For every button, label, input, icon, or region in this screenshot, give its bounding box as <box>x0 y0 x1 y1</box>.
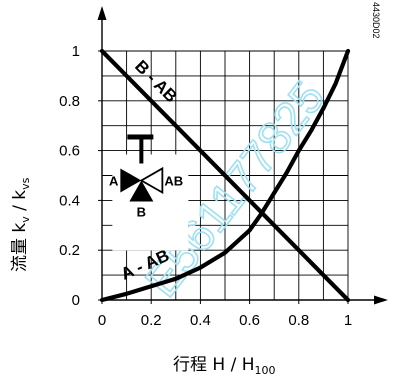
y-axis-title: 流量 kv / kvs <box>10 177 32 272</box>
valve-actuator <box>127 134 154 140</box>
series-group <box>99 48 351 303</box>
y-tick-label: 0.6 <box>59 143 80 160</box>
tick-labels: 0 0.2 0.4 0.6 0.8 1 0 0.2 0.4 0.6 0.8 1 <box>59 43 352 329</box>
valve-port-ab-triangle <box>139 166 164 195</box>
x-axis-title-sub: 100 <box>255 364 276 377</box>
y-tick-label: 0.8 <box>59 93 80 110</box>
y-tick-label: 0.4 <box>59 192 80 209</box>
x-tick-label: 0.2 <box>141 312 162 329</box>
series-line-a-ab <box>99 48 351 303</box>
y-tick-label: 0 <box>72 292 80 309</box>
y-axis-arrow <box>97 6 107 20</box>
y-axis-title-sub1: v <box>19 216 32 223</box>
valve-label-b: B <box>137 204 146 219</box>
valve-stem <box>139 138 144 164</box>
x-tick-label: 0.8 <box>288 312 309 329</box>
y-tick-label: 0.2 <box>59 242 80 259</box>
y-axis-title-main: 流量 k <box>10 223 30 272</box>
x-tick-label: 0.4 <box>190 312 211 329</box>
label-b-ab: B - AB <box>131 57 181 107</box>
valve-background <box>112 154 189 251</box>
x-tick-label: 0 <box>98 312 106 329</box>
valve-port-a-triangle <box>120 168 142 193</box>
y-axis-title-mid: / k <box>10 190 30 217</box>
x-tick-label: 0.6 <box>239 312 260 329</box>
axes <box>97 6 388 305</box>
drawing-code: 4430D02 <box>371 2 381 39</box>
x-axis-arrow <box>374 295 388 305</box>
three-way-valve-icon: A AB B <box>109 134 189 251</box>
y-tick-label: 1 <box>72 43 80 60</box>
valve-label-a: A <box>109 173 119 188</box>
valve-label-ab: AB <box>164 173 183 188</box>
series-line-b-ab <box>99 48 351 303</box>
valve-port-b-triangle <box>129 180 154 202</box>
x-axis-title: 行程 H / H100 <box>173 355 276 377</box>
x-axis-title-main: 行程 H / H <box>173 355 255 375</box>
y-axis-title-sub2: vs <box>19 177 32 190</box>
x-tick-label: 1 <box>344 312 352 329</box>
